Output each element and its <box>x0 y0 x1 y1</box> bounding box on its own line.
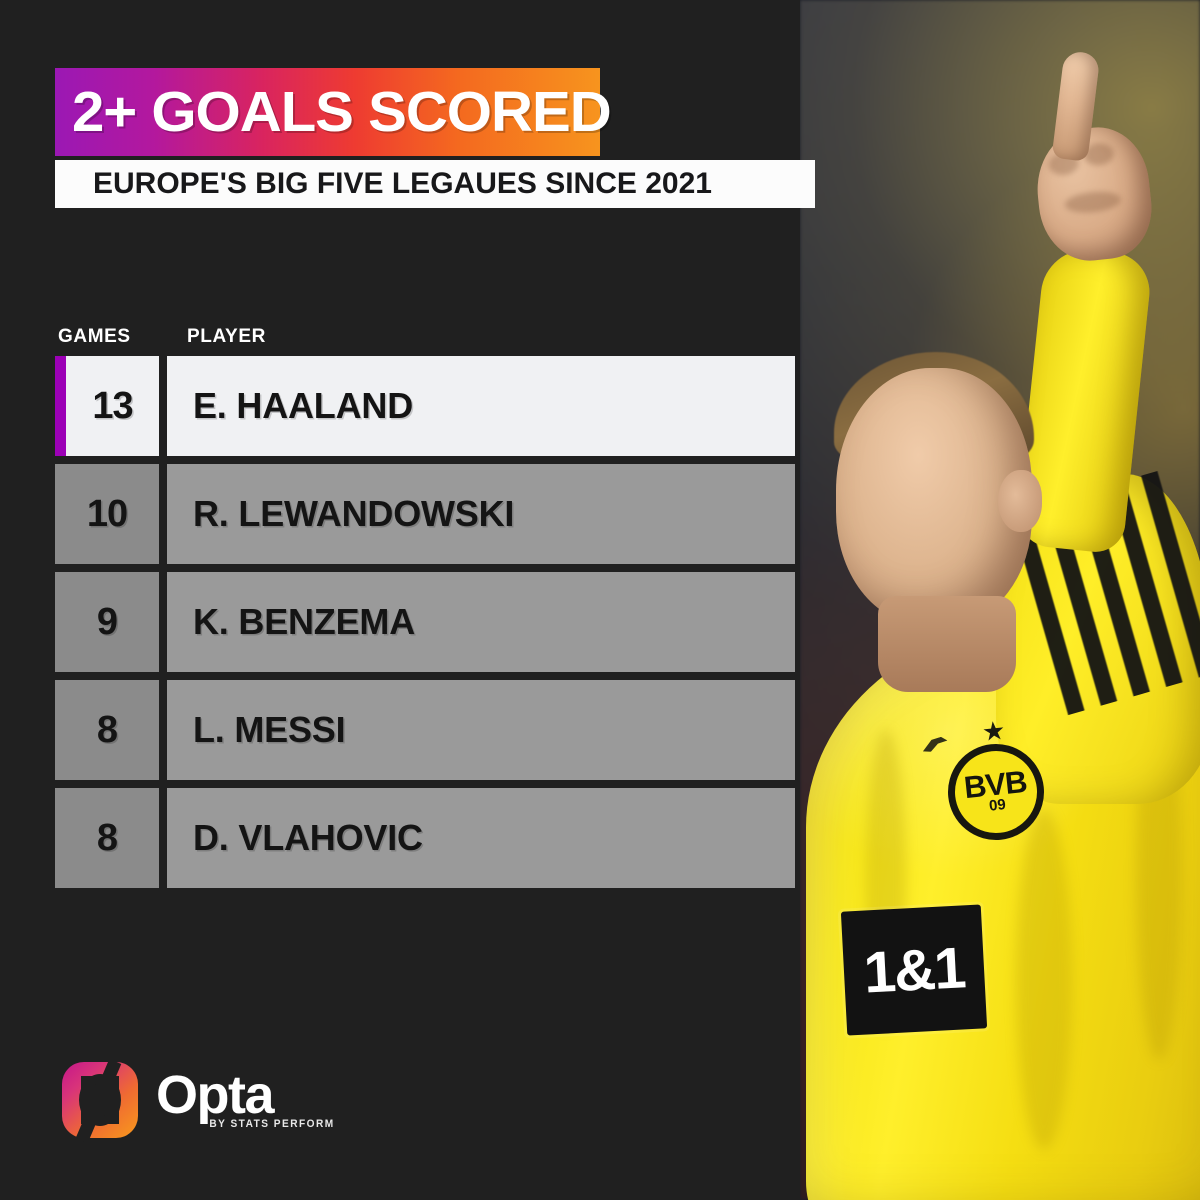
games-value: 10 <box>86 492 128 535</box>
column-header-player: PLAYER <box>187 326 266 347</box>
table-row[interactable]: 9 K. BENZEMA <box>55 572 795 672</box>
sponsor-label: 1&1 <box>862 934 966 1006</box>
cell-player: R. LEWANDOWSKI <box>167 464 795 564</box>
table-row[interactable]: 8 D. VLAHOVIC <box>55 788 795 888</box>
cell-games: 13 <box>55 356 159 456</box>
opta-word: Opta <box>156 1065 275 1126</box>
opta-mark-icon <box>62 1058 138 1144</box>
player-name: K. BENZEMA <box>193 601 415 642</box>
ear <box>998 470 1042 532</box>
crest-star-icon: ★ <box>980 714 1007 748</box>
player-name: R. LEWANDOWSKI <box>193 493 515 534</box>
highlight-accent-bar <box>55 356 66 456</box>
subtitle-bar: EUROPE'S BIG FIVE LEGAUES SINCE 2021 <box>55 160 815 208</box>
neck <box>878 596 1016 692</box>
games-value: 8 <box>96 816 118 859</box>
games-value: 13 <box>92 384 133 427</box>
opta-tagline: BY STATS PERFORM <box>209 1117 335 1130</box>
cell-games: 10 <box>55 464 159 564</box>
opta-logo: Opta BY STATS PERFORM <box>62 1058 350 1144</box>
player-name: D. VLAHOVIC <box>193 817 423 858</box>
table-row[interactable]: 10 R. LEWANDOWSKI <box>55 464 795 564</box>
cell-games: 8 <box>55 680 159 780</box>
cell-games: 9 <box>55 572 159 672</box>
content-panel: 2+ GOALS SCORED EUROPE'S BIG FIVE LEGAUE… <box>0 0 800 1200</box>
cell-games: 8 <box>55 788 159 888</box>
player-name: L. MESSI <box>193 709 346 750</box>
table-header-row: GAMES PLAYER <box>55 326 795 356</box>
opta-wordmark: Opta BY STATS PERFORM <box>156 1065 350 1130</box>
table-row[interactable]: 13 E. HAALAND <box>55 356 795 456</box>
crest-year: 09 <box>988 796 1007 815</box>
player-name: E. HAALAND <box>193 385 413 426</box>
cell-player: L. MESSI <box>167 680 795 780</box>
page-title: 2+ GOALS SCORED <box>71 80 612 144</box>
stats-table: GAMES PLAYER 13 E. HAALAND 10 R. LEWANDO… <box>55 326 795 896</box>
page-subtitle: EUROPE'S BIG FIVE LEGAUES SINCE 2021 <box>93 167 712 200</box>
player-photo: ★ BVB 09 1&1 <box>800 0 1200 1200</box>
sponsor-logo: 1&1 <box>840 904 988 1036</box>
cell-player: K. BENZEMA <box>167 572 795 672</box>
title-banner: 2+ GOALS SCORED <box>55 68 612 156</box>
table-row[interactable]: 8 L. MESSI <box>55 680 795 780</box>
games-value: 8 <box>96 708 118 751</box>
cell-player: D. VLAHOVIC <box>167 788 795 888</box>
cell-player: E. HAALAND <box>167 356 795 456</box>
column-header-games: GAMES <box>58 326 131 347</box>
games-value: 9 <box>96 600 118 643</box>
